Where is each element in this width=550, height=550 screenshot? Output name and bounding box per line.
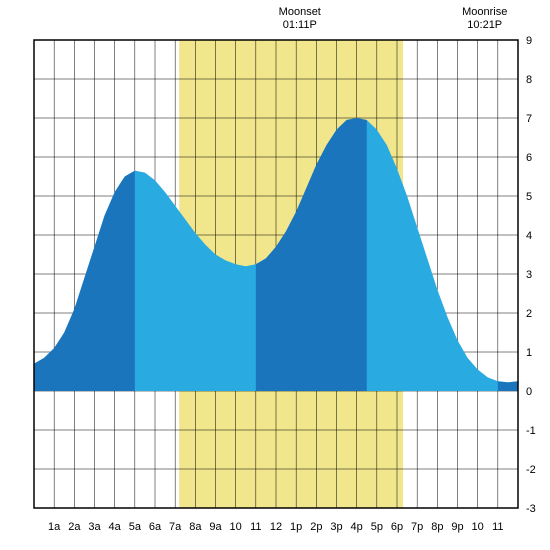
moonrise-label: Moonrise 10:21P xyxy=(455,6,515,32)
svg-text:3a: 3a xyxy=(88,521,101,533)
svg-text:6: 6 xyxy=(526,152,532,164)
svg-text:1: 1 xyxy=(526,347,532,359)
moonrise-time: 10:21P xyxy=(455,19,515,32)
tide-chart: -3-2-101234567891a2a3a4a5a6a7a8a9a101112… xyxy=(0,0,550,550)
svg-text:7: 7 xyxy=(526,113,532,125)
svg-text:5: 5 xyxy=(526,191,532,203)
chart-canvas: -3-2-101234567891a2a3a4a5a6a7a8a9a101112… xyxy=(0,0,550,550)
svg-text:-3: -3 xyxy=(526,503,536,515)
svg-text:-1: -1 xyxy=(526,425,536,437)
svg-text:11: 11 xyxy=(250,521,261,533)
svg-text:4p: 4p xyxy=(351,521,363,533)
svg-text:11: 11 xyxy=(492,521,503,533)
svg-text:4: 4 xyxy=(526,230,532,242)
moonset-time: 01:11P xyxy=(270,19,330,32)
svg-text:9p: 9p xyxy=(451,521,463,533)
svg-text:2p: 2p xyxy=(310,521,322,533)
svg-text:5a: 5a xyxy=(129,521,142,533)
svg-text:3: 3 xyxy=(526,269,532,281)
moonset-label: Moonset 01:11P xyxy=(270,6,330,32)
svg-text:10: 10 xyxy=(230,521,242,533)
moonset-title: Moonset xyxy=(270,6,330,19)
svg-text:9: 9 xyxy=(526,35,532,47)
svg-text:8p: 8p xyxy=(431,521,443,533)
svg-text:6a: 6a xyxy=(149,521,162,533)
moonrise-title: Moonrise xyxy=(455,6,515,19)
svg-text:4a: 4a xyxy=(109,521,122,533)
svg-text:0: 0 xyxy=(526,386,532,398)
svg-text:8: 8 xyxy=(526,74,532,86)
svg-text:10: 10 xyxy=(472,521,484,533)
svg-text:2a: 2a xyxy=(68,521,81,533)
svg-text:7p: 7p xyxy=(411,521,423,533)
svg-text:6p: 6p xyxy=(391,521,403,533)
svg-text:2: 2 xyxy=(526,308,532,320)
svg-text:3p: 3p xyxy=(330,521,342,533)
svg-text:1p: 1p xyxy=(290,521,302,533)
svg-text:7a: 7a xyxy=(169,521,182,533)
svg-text:9a: 9a xyxy=(209,521,222,533)
svg-text:12: 12 xyxy=(270,521,282,533)
svg-text:1a: 1a xyxy=(48,521,61,533)
svg-text:5p: 5p xyxy=(371,521,383,533)
svg-text:-2: -2 xyxy=(526,464,536,476)
svg-text:8a: 8a xyxy=(189,521,202,533)
